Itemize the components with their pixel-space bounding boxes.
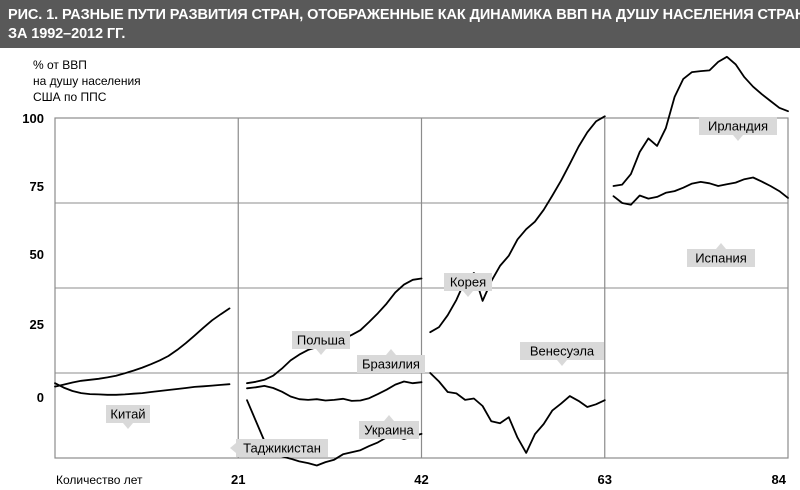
label-ukraine-box <box>359 421 419 439</box>
label-poland: Польша <box>297 333 346 348</box>
series-line-Венесуэла <box>429 372 606 454</box>
label-venezuela-pointer <box>557 360 567 366</box>
label-spain-box <box>687 249 755 267</box>
y-tick-label: 100 <box>22 111 44 126</box>
x-tick-label: 63 <box>598 472 612 487</box>
x-tick-label: 84 <box>772 472 787 487</box>
label-brazil: Бразилия <box>362 357 420 372</box>
label-spain-pointer <box>716 243 726 249</box>
label-venezuela: Венесуэла <box>530 344 595 359</box>
label-poland-pointer <box>316 349 326 355</box>
label-korea-box <box>444 273 492 291</box>
series-line-Ирландия <box>612 55 789 187</box>
y-tick-label: 50 <box>30 247 44 262</box>
series-line-Испания <box>612 176 789 206</box>
series-line-Китай <box>54 307 231 388</box>
y-tick-label: 75 <box>30 179 44 194</box>
label-venezuela-box <box>520 342 604 360</box>
y-axis-label-line-1: % от ВВП <box>33 58 87 72</box>
label-china-pointer <box>123 423 133 429</box>
series-line-Бразилия <box>246 380 423 402</box>
label-ireland-pointer <box>733 135 743 141</box>
label-ukraine: Украина <box>364 423 414 438</box>
label-tajikistan-pointer <box>230 443 236 453</box>
label-tajikistan: Таджикистан <box>243 441 321 456</box>
label-poland-box <box>292 331 350 349</box>
y-tick-label: 25 <box>30 317 44 332</box>
label-korea-pointer <box>463 291 473 297</box>
label-brazil-pointer <box>386 349 396 355</box>
x-tick-label: 21 <box>231 472 245 487</box>
label-brazil-box <box>357 355 425 373</box>
x-axis-label: Количество лет <box>56 473 143 487</box>
label-china-box <box>106 405 150 423</box>
y-axis-label-line-2: на душу населения <box>33 74 141 88</box>
label-ireland: Ирландия <box>708 119 768 134</box>
series-line-Корея <box>429 115 606 334</box>
label-spain: Испания <box>695 251 747 266</box>
label-korea: Корея <box>450 275 486 290</box>
series-line-Таджикистан <box>54 382 231 396</box>
label-china: Китай <box>110 407 145 422</box>
y-axis-label-line-3: США по ППС <box>33 90 107 104</box>
title-bar: РИС. 1. РАЗНЫЕ ПУТИ РАЗВИТИЯ СТРАН, ОТОБ… <box>0 0 800 48</box>
label-ireland-box <box>699 117 777 135</box>
chart-title-line-1: РИС. 1. РАЗНЫЕ ПУТИ РАЗВИТИЯ СТРАН, ОТОБ… <box>8 7 800 23</box>
label-ukraine-pointer <box>384 415 394 421</box>
chart-title-line-2: ЗА 1992–2012 ГГ. <box>8 26 126 42</box>
y-tick-label: 0 <box>37 390 44 405</box>
label-tajikistan-box <box>236 439 328 457</box>
x-tick-label: 42 <box>414 472 428 487</box>
